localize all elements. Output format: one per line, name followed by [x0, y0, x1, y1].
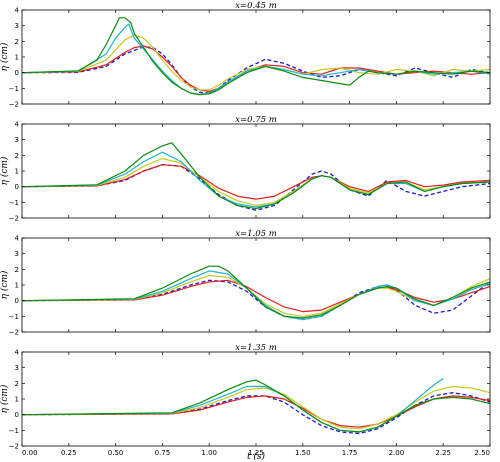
x-tick-label: 1.00 — [201, 449, 217, 457]
y-tick-label: 1 — [15, 54, 19, 62]
x-tick-label: 2.50 — [474, 449, 490, 457]
panel-3: −2 −1 0 1 2 3 4 x=1.05 m η (cm) — [0, 229, 491, 337]
y-tick-label: 0 — [15, 183, 19, 191]
series-line-4 — [21, 378, 444, 433]
y-axis-label: η (cm) — [0, 156, 10, 185]
plot-frame — [21, 123, 491, 219]
x-tick-label: 0.75 — [155, 449, 171, 457]
y-tick-label: 2 — [15, 152, 19, 160]
series-line-2 — [21, 395, 491, 428]
x-axis-label: t (s) — [247, 451, 266, 462]
y-axis-label: η (cm) — [0, 384, 10, 413]
series-line-2 — [21, 164, 491, 200]
plot-frame — [21, 237, 491, 333]
y-tick-label: 1 — [15, 168, 19, 176]
y-tick-label: −2 — [9, 329, 19, 337]
y-tick-label: 3 — [15, 22, 19, 30]
panel-title: x=1.05 m — [235, 229, 277, 239]
series-line-4 — [21, 23, 491, 96]
y-tick-label: 4 — [15, 235, 20, 243]
x-tick-label: 1.50 — [295, 449, 311, 457]
series-line-3 — [21, 157, 491, 207]
panel-1: −2 −1 0 1 2 3 4 x=0.45 m η (cm) — [0, 1, 491, 109]
panel-title: x=0.75 m — [235, 115, 277, 125]
x-tick-label: 2.00 — [389, 449, 405, 457]
y-tick-label: 3 — [15, 136, 19, 144]
panel-title: x=1.35 m — [235, 343, 277, 353]
x-tick-label: 2.25 — [435, 449, 451, 457]
x-tick-label: 1.75 — [342, 449, 358, 457]
y-tick-label: −1 — [9, 427, 19, 435]
y-tick-label: 2 — [15, 38, 19, 46]
series-line-2 — [21, 279, 491, 313]
y-tick-label: 3 — [15, 364, 19, 372]
series-line-5 — [21, 142, 491, 210]
x-tick-label: 0.00 — [22, 449, 38, 457]
y-tick-label: −2 — [9, 215, 19, 223]
y-tick-label: 2 — [15, 266, 19, 274]
plot-frame — [21, 9, 491, 105]
y-tick-label: −2 — [9, 101, 19, 109]
series-line-1 — [21, 392, 491, 435]
y-tick-label: −1 — [9, 313, 19, 321]
y-tick-label: −2 — [9, 443, 19, 451]
y-axis-label: η (cm) — [0, 42, 10, 71]
x-tick-label: 0.25 — [61, 449, 77, 457]
y-tick-label: 1 — [15, 396, 19, 404]
y-tick-label: 4 — [15, 121, 20, 129]
y-axis-label: η (cm) — [0, 270, 10, 299]
y-tick-label: 0 — [15, 411, 19, 419]
panel-4: −2 −1 0 1 2 3 4 0.00 0.25 0.50 0.75 1.00 1.25 1.50 1.7… — [0, 343, 491, 462]
x-tick-label: 1.25 — [248, 449, 264, 457]
y-tick-label: −1 — [9, 199, 19, 207]
panel-2: −2 −1 0 1 2 3 4 x=0.75 m η (cm) — [0, 115, 491, 223]
y-tick-label: 0 — [15, 297, 19, 305]
series-line-5 — [21, 379, 491, 433]
series-line-5 — [21, 17, 491, 96]
y-tick-label: 4 — [15, 349, 20, 357]
series-line-3 — [21, 385, 491, 430]
y-tick-label: 0 — [15, 69, 19, 77]
y-tick-label: −1 — [9, 85, 19, 93]
series-line-5 — [21, 265, 491, 319]
y-tick-label: 3 — [15, 250, 19, 258]
y-tick-label: 4 — [15, 7, 20, 15]
y-tick-label: 2 — [15, 380, 19, 388]
panel-title: x=0.45 m — [235, 1, 277, 11]
y-tick-label: 1 — [15, 282, 19, 290]
series-line-3 — [21, 34, 491, 91]
x-tick-label: 0.50 — [108, 449, 124, 457]
